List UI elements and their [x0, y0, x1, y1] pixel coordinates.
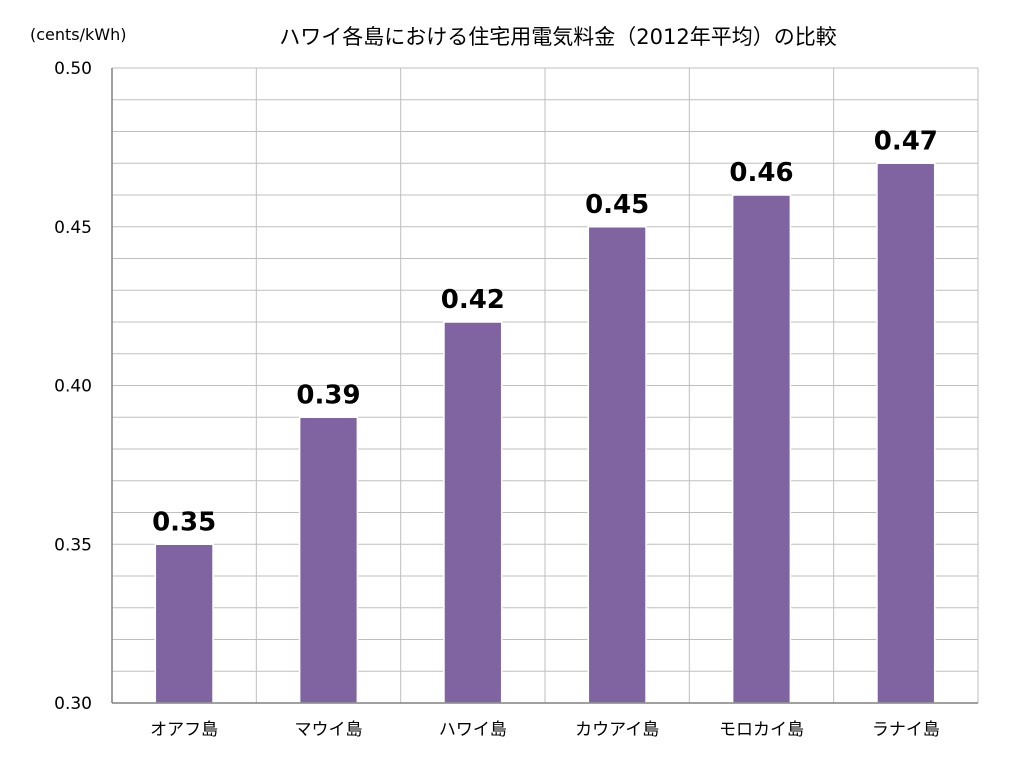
data-label: 0.39 [296, 380, 360, 410]
bar [154, 543, 214, 704]
y-axis-unit-label: (cents/kWh) [30, 25, 127, 44]
y-tick-label: 0.40 [54, 377, 92, 397]
tick-labels: 0.30 0.35 0.40 0.45 0.50 オアフ島 マウイ島 ハワイ島 カウアイ島 モロカ… [54, 59, 940, 740]
gridlines [111, 67, 979, 703]
y-tick-label: 0.50 [54, 59, 92, 79]
x-tick-label: マウイ島 [295, 720, 363, 740]
x-tick-label: オアフ島 [150, 720, 218, 740]
x-tick-label: カウアイ島 [575, 720, 659, 740]
y-tick-label: 0.45 [54, 218, 92, 238]
axes [111, 68, 978, 704]
bar [587, 226, 647, 704]
bar [298, 416, 359, 704]
data-label: 0.45 [585, 190, 649, 220]
data-label: 0.35 [152, 507, 216, 537]
x-tick-label: ラナイ島 [872, 720, 940, 740]
data-label: 0.46 [729, 158, 793, 188]
y-tick-label: 0.30 [54, 694, 92, 714]
bars [154, 162, 936, 704]
bar [731, 194, 792, 704]
bar [443, 321, 503, 704]
data-label: 0.42 [441, 285, 505, 315]
y-tick-label: 0.35 [54, 535, 92, 555]
data-labels: 0.35 0.39 0.42 0.45 0.46 0.47 [152, 126, 938, 537]
chart-title: ハワイ各島における住宅用電気料金（2012年平均）の比較 [279, 25, 836, 49]
x-tick-label: モロカイ島 [719, 720, 804, 740]
bar [876, 162, 936, 704]
data-label: 0.47 [874, 126, 938, 156]
x-tick-label: ハワイ島 [439, 720, 507, 740]
